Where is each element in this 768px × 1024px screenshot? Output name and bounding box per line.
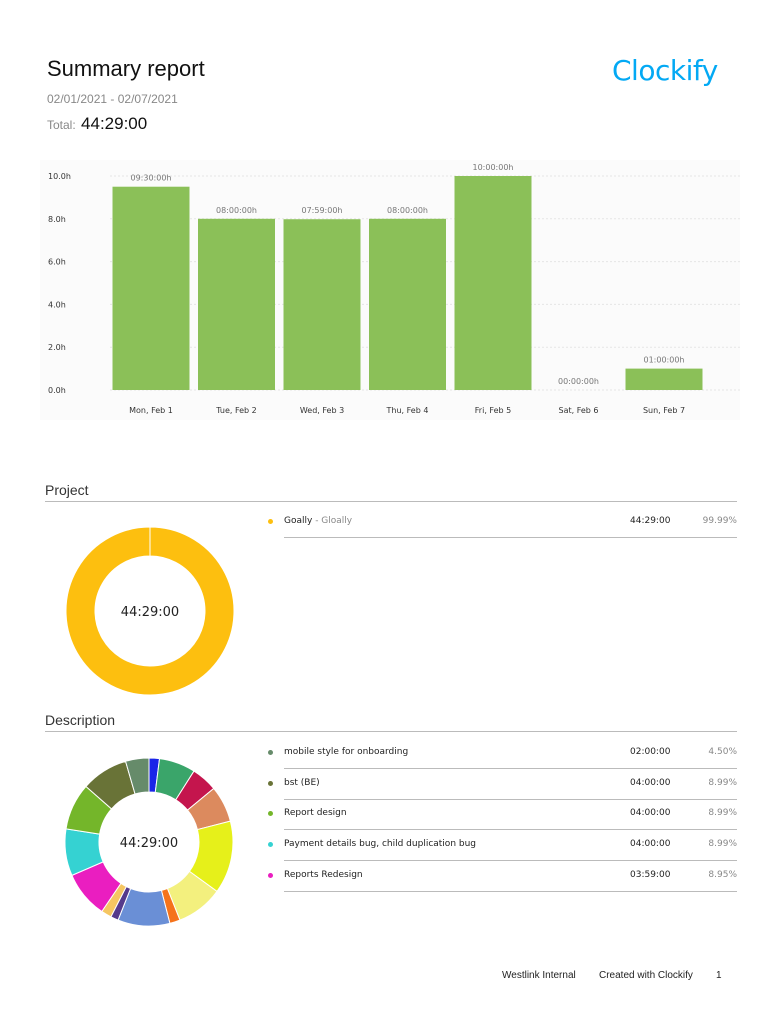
divider [284, 860, 737, 862]
item-name: Payment details bug, child duplication b… [284, 839, 477, 850]
description-donut: 44:29:00 [59, 757, 239, 927]
item-percent: 8.99% [708, 777, 737, 788]
svg-text:2.0h: 2.0h [48, 343, 66, 352]
daily-bar-chart: 0.0h 2.0h 4.0h 6.0h 8.0h 10.0h 09:30:00h Mon, F… [40, 160, 740, 420]
bar [454, 176, 532, 390]
svg-text:10.0h: 10.0h [48, 172, 71, 181]
item-percent: 8.95% [708, 869, 737, 880]
logo-text: Clockify [612, 54, 718, 87]
color-dot-icon [268, 519, 273, 524]
svg-text:Mon, Feb 1: Mon, Feb 1 [129, 406, 173, 415]
svg-text:Wed, Feb 3: Wed, Feb 3 [300, 406, 344, 415]
item-name: bst (BE) [284, 777, 320, 788]
item-percent: 4.50% [708, 747, 737, 757]
total-label: Total: [47, 118, 76, 132]
item-duration: 44:29:00 [630, 516, 671, 526]
svg-text:00:00:00h: 00:00:00h [558, 377, 599, 386]
color-dot-icon [268, 811, 273, 817]
item-duration: 04:00:00 [630, 808, 671, 819]
color-dot-icon [268, 872, 273, 878]
list-item: mobile style for onboarding 02:00:00 4.5… [268, 738, 737, 769]
project-section-title: Project [45, 482, 89, 498]
svg-text:10:00:00h: 10:00:00h [473, 163, 514, 172]
divider [45, 501, 737, 502]
svg-text:Sun, Feb 7: Sun, Feb 7 [643, 406, 685, 415]
svg-text:01:00:00h: 01:00:00h [644, 356, 685, 365]
divider [284, 768, 737, 769]
footer-workspace: Westlink Internal [502, 970, 576, 981]
item-name: Report design [284, 808, 347, 819]
list-item: Payment details bug, child duplication b… [268, 830, 737, 862]
item-client: - Gloally [312, 516, 353, 526]
item-name: Goally [284, 516, 313, 526]
divider [45, 731, 737, 732]
list-item: Reports Redesign 03:59:00 8.95% [268, 861, 737, 892]
svg-text:08:00:00h: 08:00:00h [216, 206, 257, 215]
list-item: Report design 04:00:00 8.99% [268, 799, 737, 831]
item-percent: 8.99% [708, 808, 737, 819]
total: Total: 44:29:00 [47, 114, 147, 134]
divider [284, 798, 737, 800]
list-item: Goally - Gloally 44:29:00 99.99% [268, 507, 737, 538]
svg-text:Thu, Feb 4: Thu, Feb 4 [386, 406, 429, 415]
svg-text:8.0h: 8.0h [48, 215, 66, 224]
svg-text:Sat, Feb 6: Sat, Feb 6 [559, 406, 599, 415]
clockify-logo: Clockify [612, 54, 718, 87]
divider [284, 890, 737, 892]
bar [112, 186, 190, 390]
item-duration: 03:59:00 [630, 869, 671, 880]
item-duration: 04:00:00 [630, 839, 671, 850]
total-value: 44:29:00 [81, 114, 148, 133]
item-name: mobile style for onboarding [284, 747, 409, 757]
bar [369, 218, 446, 390]
color-dot-icon [268, 750, 273, 755]
item-duration: 04:00:00 [630, 777, 671, 788]
svg-text:08:00:00h: 08:00:00h [387, 206, 428, 215]
date-range: 02/01/2021 - 02/07/2021 [47, 92, 178, 106]
item-duration: 02:00:00 [630, 747, 671, 757]
svg-text:0.0h: 0.0h [48, 386, 66, 395]
item-name: Reports Redesign [284, 869, 363, 880]
list-item: bst (BE) 04:00:00 8.99% [268, 769, 737, 800]
svg-text:4.0h: 4.0h [48, 300, 66, 309]
svg-text:44:29:00: 44:29:00 [121, 605, 179, 620]
svg-text:Fri, Feb 5: Fri, Feb 5 [475, 406, 511, 415]
bar [283, 219, 361, 390]
svg-text:07:59:00h: 07:59:00h [302, 206, 343, 215]
svg-text:09:30:00h: 09:30:00h [131, 174, 172, 183]
footer-created-with: Created with Clockify [599, 970, 693, 981]
divider [284, 537, 737, 538]
divider [284, 829, 737, 831]
footer-page-number: 1 [716, 970, 722, 981]
svg-text:6.0h: 6.0h [48, 258, 66, 267]
svg-text:44:29:00: 44:29:00 [120, 836, 178, 851]
description-section-title: Description [45, 712, 116, 728]
svg-text:Tue, Feb 2: Tue, Feb 2 [215, 406, 257, 415]
color-dot-icon [268, 842, 273, 848]
bar [625, 368, 703, 390]
report-title: Summary report [47, 56, 205, 81]
color-dot-icon [268, 780, 273, 786]
item-percent: 8.99% [708, 839, 737, 850]
bar [198, 218, 275, 390]
item-percent: 99.99% [702, 516, 737, 526]
project-donut: 44:29:00 [60, 526, 240, 696]
